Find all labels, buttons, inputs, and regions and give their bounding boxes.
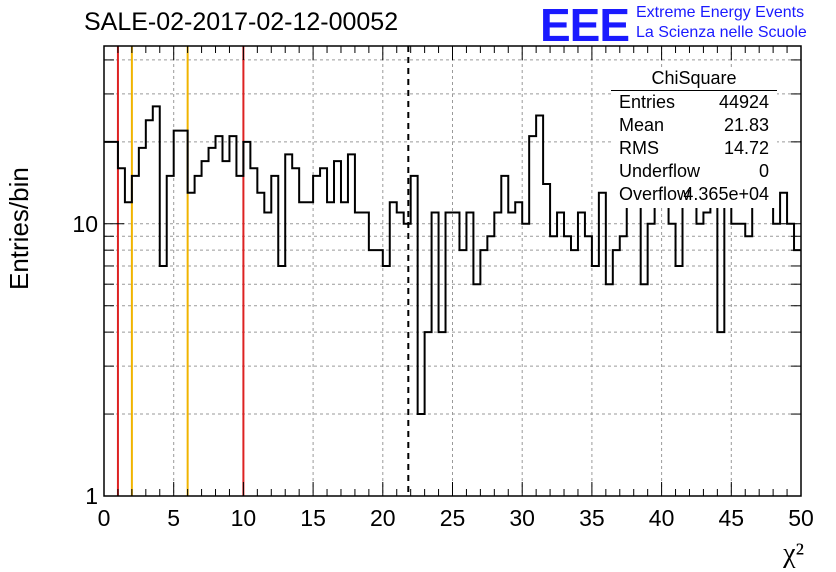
logo-tagline-1: Extreme Energy Events: [636, 4, 805, 21]
x-tick-label: 10: [231, 505, 257, 531]
logo-letters: EEE: [540, 0, 630, 51]
reference-lines: [116, 46, 410, 496]
y-axis-label: Entries/bin: [4, 167, 34, 290]
stat-label: Entries: [619, 92, 676, 112]
x-tick-label: 0: [98, 505, 111, 531]
stat-label: Underflow: [619, 161, 701, 181]
y-axis: 1 10: [72, 59, 801, 509]
stats-title: ChiSquare: [651, 68, 737, 88]
stat-row-overflow: Overflow 4.365e+04: [619, 184, 769, 206]
x-axis: 0 5 10 15 20 25 30 35 40 45 50: [98, 46, 814, 531]
x-tick-label: 15: [300, 505, 326, 531]
stat-row-entries: Entries 44924: [619, 92, 769, 114]
y-tick-label: 1: [85, 483, 98, 509]
stat-value: 44924: [718, 92, 769, 112]
chart-grid: [104, 46, 801, 496]
y-tick-label: 10: [72, 211, 98, 237]
x-tick-label: 25: [440, 505, 466, 531]
stat-row-underflow: Underflow 0: [619, 161, 769, 183]
x-tick-label: 35: [579, 505, 605, 531]
eee-logo: EEE Extreme Energy Events La Scienza nel…: [540, 0, 832, 51]
stat-row-rms: RMS 14.72: [619, 138, 769, 160]
x-tick-label: 50: [788, 505, 814, 531]
stats-divider: [611, 90, 777, 91]
x-axis-label: χ²: [783, 538, 804, 569]
x-tick-label: 30: [509, 505, 535, 531]
stat-value: 21.83: [723, 115, 769, 135]
stat-row-mean: Mean 21.83: [619, 115, 769, 137]
stat-value: 0: [758, 161, 769, 181]
x-tick-label: 45: [719, 505, 745, 531]
stat-value: 4.365e+04: [683, 184, 769, 204]
chart-title: SALE-02-2017-02-12-00052: [84, 8, 399, 36]
stat-value: 14.72: [723, 138, 769, 158]
x-tick-label: 5: [167, 505, 180, 531]
x-tick-label: 40: [649, 505, 675, 531]
stats-box: ChiSquare Entries 44924 Mean 21.83 RMS 1…: [611, 68, 777, 208]
stat-label: Overflow: [619, 184, 691, 204]
logo-tagline-2: La Scienza nelle Scuole: [636, 24, 807, 41]
stat-label: Mean: [619, 115, 665, 135]
x-tick-label: 20: [370, 505, 396, 531]
stat-label: RMS: [619, 138, 659, 158]
